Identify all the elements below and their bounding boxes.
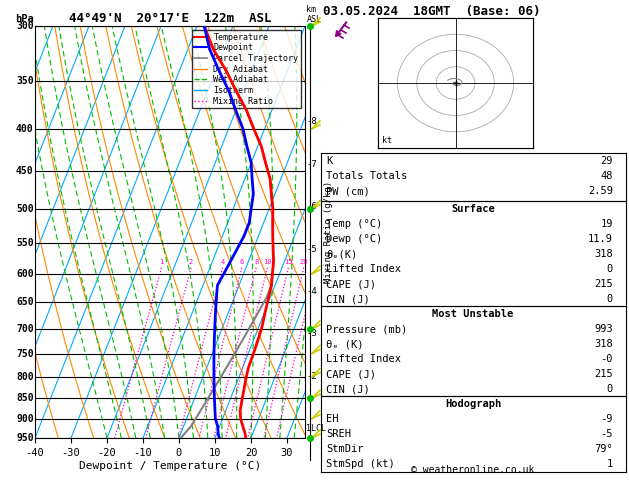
Text: CAPE (J): CAPE (J) bbox=[326, 279, 376, 289]
Text: 20: 20 bbox=[299, 259, 308, 265]
Text: 11.9: 11.9 bbox=[588, 234, 613, 244]
Text: 0: 0 bbox=[607, 294, 613, 304]
Text: 8: 8 bbox=[254, 259, 259, 265]
Text: Mixing Ratio (g/kg): Mixing Ratio (g/kg) bbox=[324, 181, 333, 283]
Text: SREH: SREH bbox=[326, 429, 351, 439]
Text: EH: EH bbox=[326, 414, 338, 424]
Text: -8: -8 bbox=[306, 117, 317, 126]
Text: 300: 300 bbox=[16, 21, 33, 31]
Text: 550: 550 bbox=[16, 238, 33, 248]
Text: CIN (J): CIN (J) bbox=[326, 294, 370, 304]
Text: Totals Totals: Totals Totals bbox=[326, 171, 407, 181]
Text: 48: 48 bbox=[601, 171, 613, 181]
Text: StmSpd (kt): StmSpd (kt) bbox=[326, 459, 395, 469]
Text: Pressure (mb): Pressure (mb) bbox=[326, 324, 407, 334]
Text: 318: 318 bbox=[594, 249, 613, 259]
Text: -4: -4 bbox=[306, 287, 317, 296]
Text: 0: 0 bbox=[607, 384, 613, 394]
Text: 2: 2 bbox=[189, 259, 193, 265]
Text: 650: 650 bbox=[16, 297, 33, 307]
Text: -0: -0 bbox=[601, 354, 613, 364]
Text: 6: 6 bbox=[240, 259, 244, 265]
Text: Surface: Surface bbox=[451, 204, 495, 214]
Text: km
ASL: km ASL bbox=[306, 4, 321, 24]
Text: Dewp (°C): Dewp (°C) bbox=[326, 234, 382, 244]
Text: 10: 10 bbox=[263, 259, 272, 265]
Text: 950: 950 bbox=[16, 433, 33, 443]
Text: © weatheronline.co.uk: © weatheronline.co.uk bbox=[411, 465, 535, 475]
Text: 450: 450 bbox=[16, 166, 33, 176]
Text: 29: 29 bbox=[601, 156, 613, 166]
Text: 1: 1 bbox=[607, 459, 613, 469]
Text: 0: 0 bbox=[607, 264, 613, 274]
X-axis label: Dewpoint / Temperature (°C): Dewpoint / Temperature (°C) bbox=[79, 461, 261, 470]
Text: StmDir: StmDir bbox=[326, 444, 364, 454]
Text: 19: 19 bbox=[601, 219, 613, 229]
Text: 79°: 79° bbox=[594, 444, 613, 454]
Text: kt: kt bbox=[382, 136, 392, 145]
Text: 400: 400 bbox=[16, 124, 33, 134]
Text: 4: 4 bbox=[220, 259, 225, 265]
Text: 850: 850 bbox=[16, 393, 33, 403]
Text: 350: 350 bbox=[16, 76, 33, 86]
Text: 215: 215 bbox=[594, 279, 613, 289]
Text: CIN (J): CIN (J) bbox=[326, 384, 370, 394]
Text: 318: 318 bbox=[594, 339, 613, 349]
Text: 500: 500 bbox=[16, 204, 33, 213]
Text: 15: 15 bbox=[284, 259, 292, 265]
Text: 215: 215 bbox=[594, 369, 613, 379]
Text: Lifted Index: Lifted Index bbox=[326, 354, 401, 364]
Text: 1LCL: 1LCL bbox=[306, 424, 326, 433]
Text: -6: -6 bbox=[306, 202, 317, 211]
Text: Most Unstable: Most Unstable bbox=[432, 309, 514, 319]
Text: PW (cm): PW (cm) bbox=[326, 186, 370, 196]
Text: -5: -5 bbox=[306, 244, 317, 254]
Text: Temp (°C): Temp (°C) bbox=[326, 219, 382, 229]
Text: θₑ (K): θₑ (K) bbox=[326, 339, 364, 349]
Text: 2.59: 2.59 bbox=[588, 186, 613, 196]
Text: 1: 1 bbox=[159, 259, 164, 265]
Legend: Temperature, Dewpoint, Parcel Trajectory, Dry Adiabat, Wet Adiabat, Isotherm, Mi: Temperature, Dewpoint, Parcel Trajectory… bbox=[192, 30, 301, 108]
Text: Hodograph: Hodograph bbox=[445, 399, 501, 409]
Text: 600: 600 bbox=[16, 269, 33, 279]
Text: 03.05.2024  18GMT  (Base: 06): 03.05.2024 18GMT (Base: 06) bbox=[323, 5, 540, 18]
Text: -5: -5 bbox=[601, 429, 613, 439]
Text: θₑ(K): θₑ(K) bbox=[326, 249, 357, 259]
Text: hPa: hPa bbox=[14, 14, 33, 24]
Text: -2: -2 bbox=[306, 372, 317, 381]
Text: 800: 800 bbox=[16, 372, 33, 382]
Text: 993: 993 bbox=[594, 324, 613, 334]
Text: K: K bbox=[326, 156, 332, 166]
Text: -3: -3 bbox=[306, 330, 317, 338]
Text: 900: 900 bbox=[16, 414, 33, 424]
Text: Lifted Index: Lifted Index bbox=[326, 264, 401, 274]
Title: 44°49'N  20°17'E  122m  ASL: 44°49'N 20°17'E 122m ASL bbox=[69, 12, 271, 25]
Text: -7: -7 bbox=[306, 160, 317, 169]
Text: 700: 700 bbox=[16, 324, 33, 334]
Text: -9: -9 bbox=[601, 414, 613, 424]
Text: CAPE (J): CAPE (J) bbox=[326, 369, 376, 379]
Text: 750: 750 bbox=[16, 348, 33, 359]
